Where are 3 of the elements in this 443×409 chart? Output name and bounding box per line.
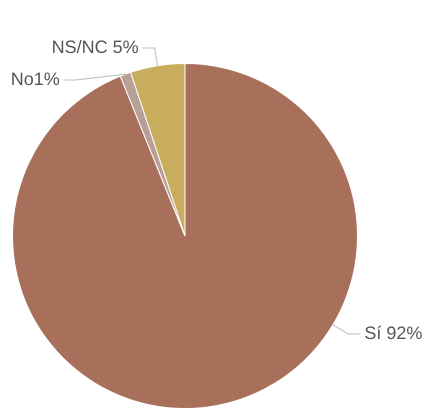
slice-label: NS/NC 5% [52,36,139,57]
slice-label: Sí 92% [364,322,422,343]
slice-label: No1% [10,68,60,89]
